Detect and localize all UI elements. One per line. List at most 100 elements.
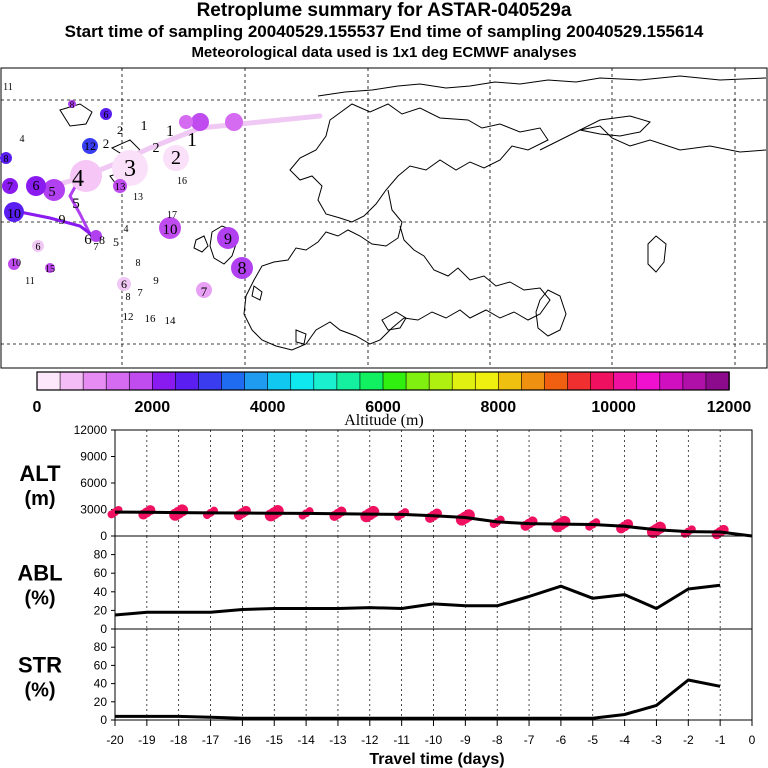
plume-label: 2 [103,136,110,151]
x-tick-label: -18 [170,733,188,747]
plume-dot [82,138,98,154]
colorbar-swatch [59,371,84,391]
x-tick-label: -5 [587,733,598,747]
plume-label: 11 [25,276,35,287]
plume-label: 9 [59,213,66,228]
colorbar-swatch [105,371,131,391]
colorbar-swatch [682,371,707,391]
plume-dot [196,282,212,298]
plume-label: 6 [84,232,92,248]
sampling-times: Start time of sampling 20040529.155537 E… [64,22,704,41]
plume-dot [2,178,18,194]
colorbar-tick-label: 6000 [365,399,401,416]
colorbar-swatch [128,371,154,391]
plume-dot [43,179,65,201]
plume-label: 12 [84,139,96,153]
x-tick-label: -17 [202,733,220,747]
plume-dot [117,277,131,291]
plume-number-labels: 3 4 2 1 1 1 2 5 6 7 7 8 9 10 9 10 5 8 5 … [3,82,246,327]
colorbar-swatch [152,371,177,391]
plume-dot [231,257,253,279]
plume-label: 9 [153,275,159,287]
plume-dot [26,176,46,196]
plume-label: 8 [238,258,247,278]
plume-label: 8 [4,154,9,165]
plume-label: 7 [201,284,208,299]
map-gridlines [1,68,767,368]
plume-dot [179,115,193,129]
y-tick-label: 3000 [80,503,107,517]
colorbar-swatch [451,371,477,391]
colorbar-swatch [705,371,730,391]
map-frame [0,67,768,369]
plume-label: 2 [153,141,160,156]
plume-label: 16 [177,176,187,187]
plume-label: 1 [166,123,174,140]
colorbar-swatch [359,371,384,391]
plume-label: 10 [11,258,21,269]
colorbar-swatch [313,371,338,391]
colorbar-swatch [428,371,453,391]
x-tick-label: -14 [297,733,315,747]
plume-label: 14 [165,315,177,327]
plume-dot [217,227,239,249]
plume-dot [113,179,127,193]
colorbar-swatch [198,371,223,391]
map-panel: 3 4 2 1 1 1 2 5 6 7 7 8 9 10 9 10 5 8 5 … [0,67,768,369]
panel-title: ABL [17,561,62,586]
panel-str: 0 20 40 60 80 STR(%) [18,628,753,727]
x-tick-label: -2 [683,733,694,747]
plume-label: 6 [121,277,127,291]
y-tick-label: 0 [100,713,107,727]
x-tick-label: 0 [749,733,756,747]
x-tick-label: -20 [106,733,124,747]
abl-line [114,583,721,617]
plume-label: 5 [72,196,80,212]
plume-label: 1 [141,119,148,134]
colorbar-swatch [221,371,246,391]
plume-label: 7 [137,287,143,299]
y-tick-label: 40 [94,677,108,691]
y-tick-label: 40 [94,585,108,599]
colorbar-frame [36,371,730,391]
plume-dot [8,258,20,270]
plume-label: 15 [45,264,55,275]
plume-dot [159,217,181,239]
plume-label: 13 [133,192,143,203]
x-tick-label: -6 [556,733,567,747]
plume-dot [32,240,44,252]
x-tick-label: -10 [425,733,443,747]
alt-scatter-point [271,505,284,518]
plume-label: 8 [126,292,131,303]
x-tick-label: -4 [619,733,630,747]
colorbar-swatch [474,371,500,391]
colorbar-tick-label: 4000 [250,399,286,416]
colorbar-swatch [267,371,292,391]
x-tick-label: -1 [715,733,726,747]
plume-dot [70,160,102,192]
x-tick-label: -3 [651,733,662,747]
x-tick-label: -11 [393,733,410,747]
colorbar-swatch [175,371,200,391]
y-tick-label: 0 [100,529,107,543]
plume-centroids [0,100,253,298]
timeseries-panels: 030006000900012000ALT(m)020406080ABL(%)0… [17,423,755,747]
panel-unit: (m) [24,488,55,510]
colorbar-swatch [36,371,61,391]
x-axis-label: Travel time (days) [369,751,504,768]
plume-dot [225,113,243,131]
y-tick-label: 9000 [80,450,107,464]
colorbar-swatch [82,371,107,391]
colorbar-swatch [567,371,592,391]
x-tick-label: -12 [361,733,379,747]
y-tick-label: 80 [94,548,108,562]
y-tick-label: 60 [94,658,108,672]
plume-dot [90,230,102,242]
panel-title: ALT [19,461,61,486]
x-tick-label: -19 [138,733,156,747]
x-tick-label: -15 [266,733,284,747]
panel-title: STR [18,653,62,678]
plume-label: 6 [104,110,109,121]
alt-line [114,510,753,538]
